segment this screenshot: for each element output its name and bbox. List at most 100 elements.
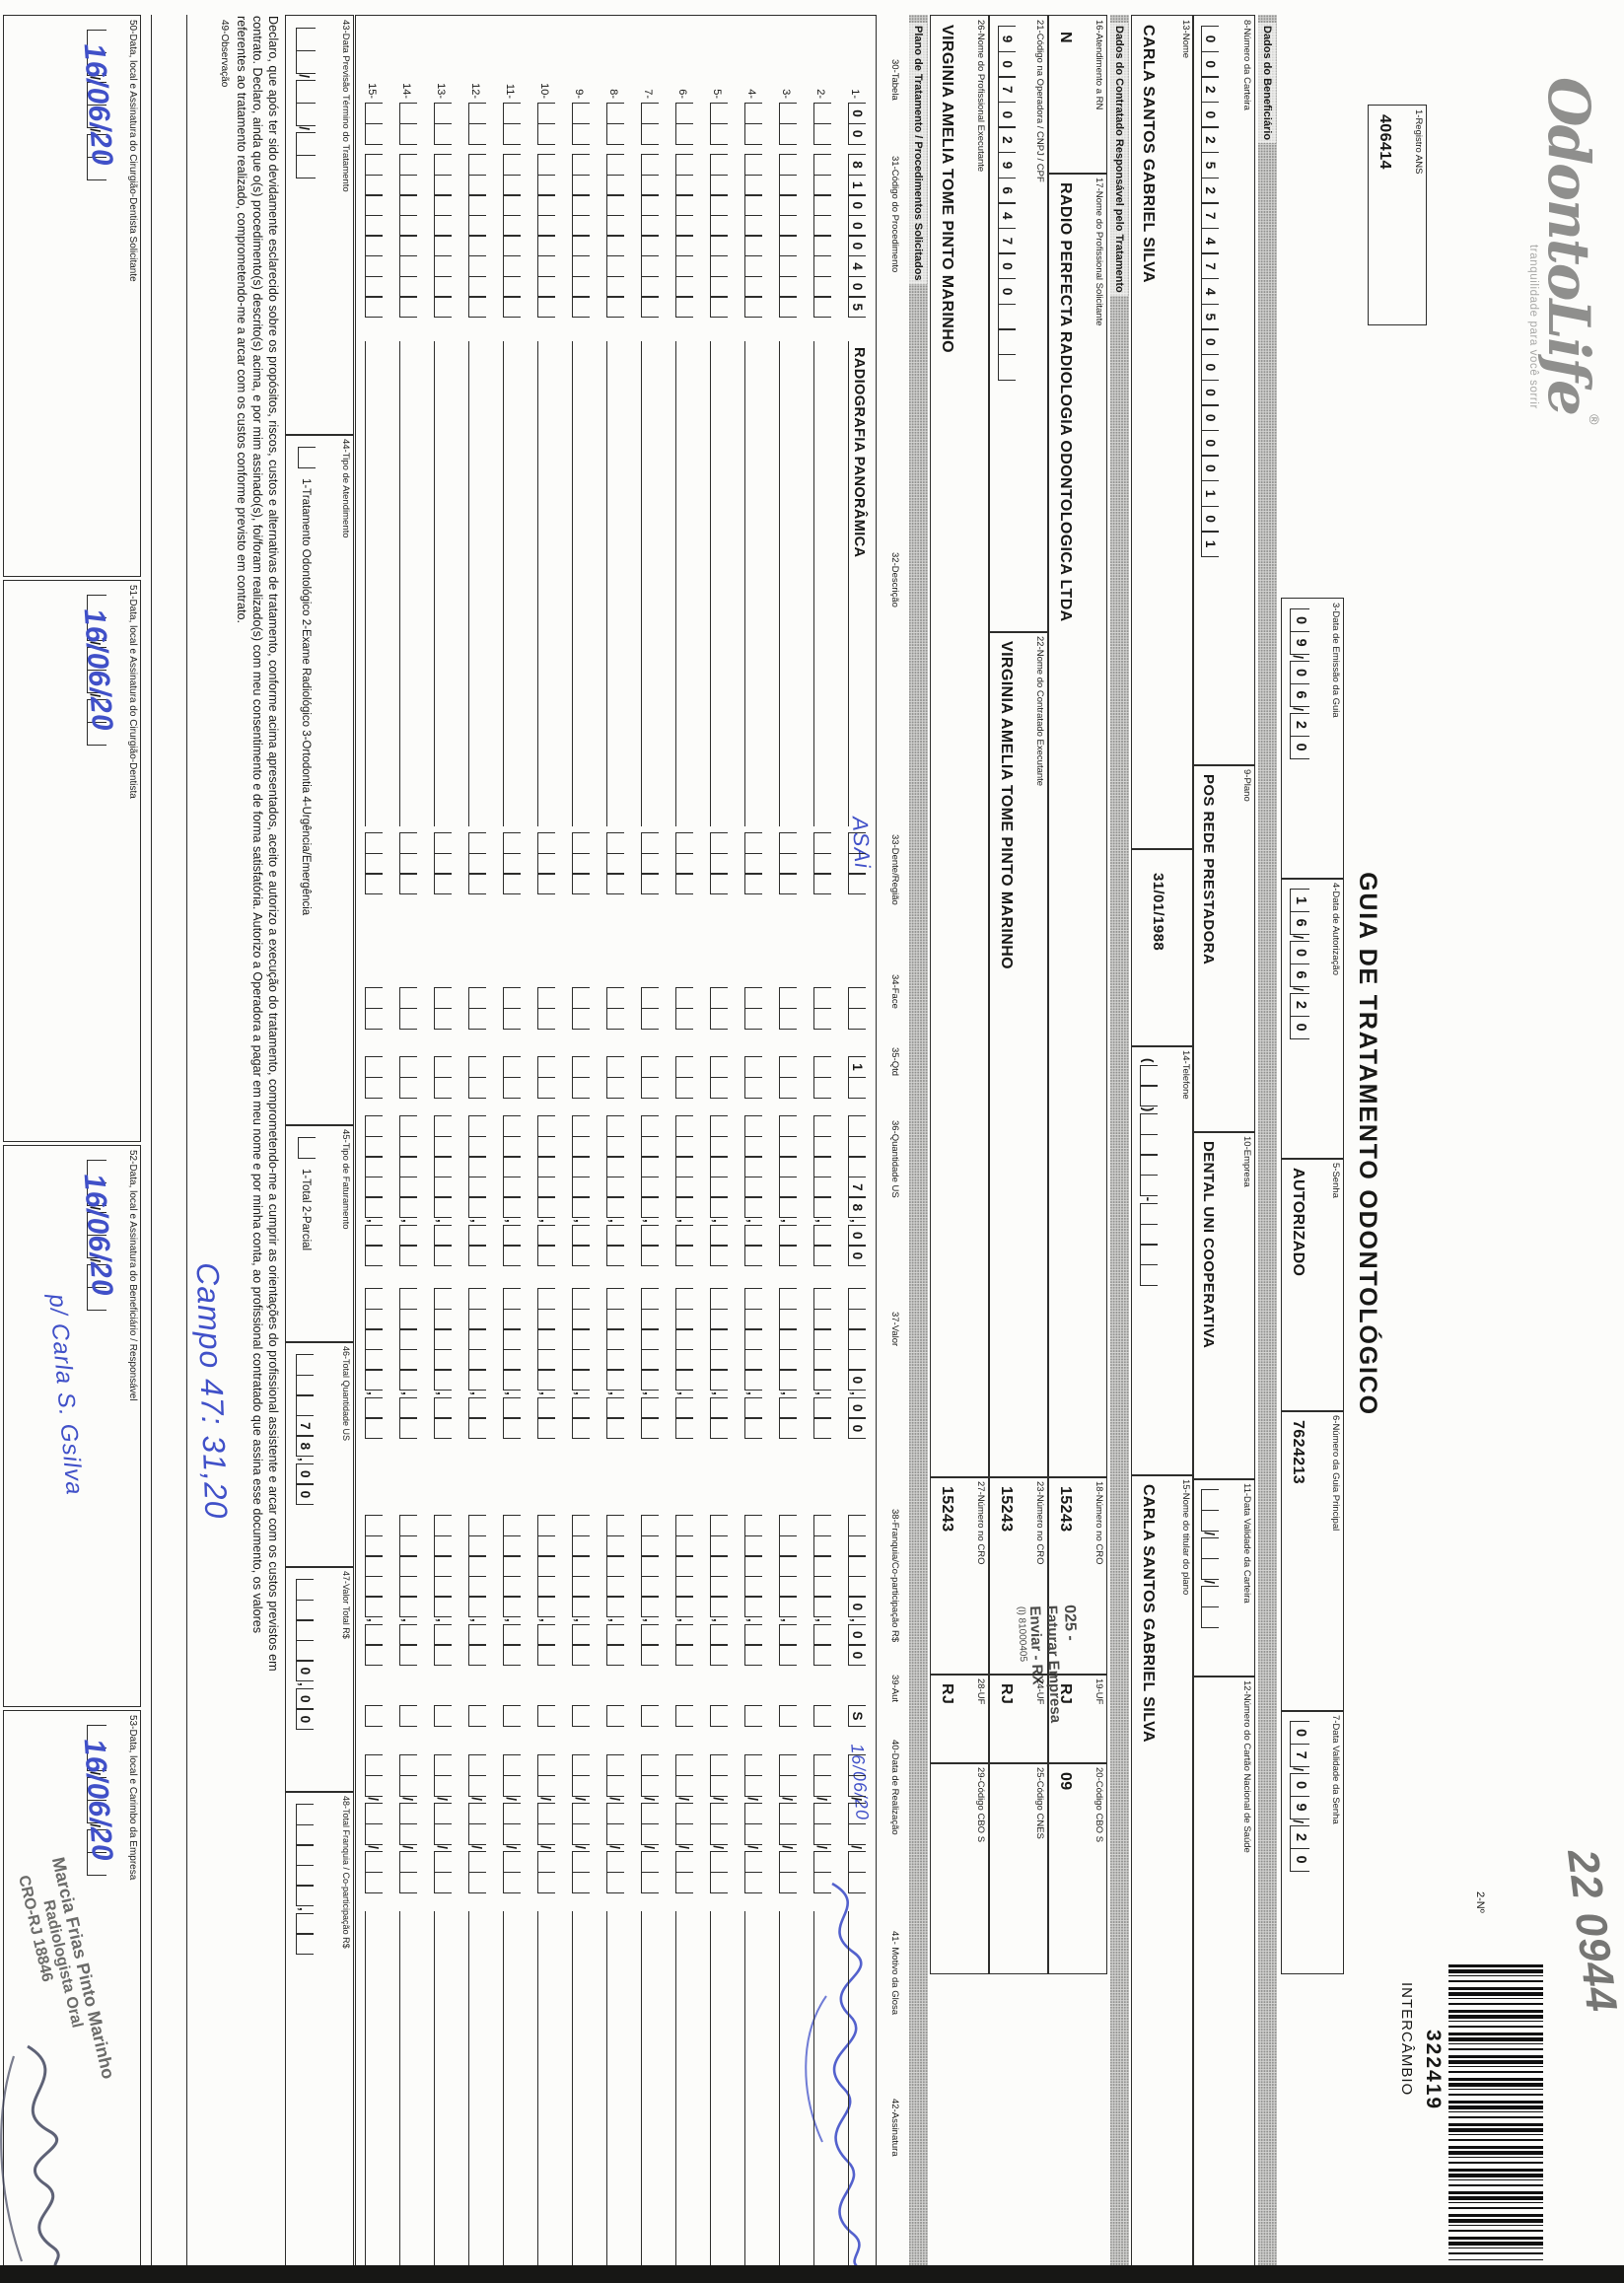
aut-cell: [675, 1705, 693, 1727]
tabela-cells: [503, 103, 521, 145]
nome-beneficiario-value: CARLA SANTOS GABRIEL SILVA: [1140, 25, 1157, 283]
aut-cell: [606, 1705, 624, 1727]
numero-label: 2-Nº: [1474, 1891, 1486, 1913]
titular-box: 15-Nome do titular do plano CARLA SANTOS…: [1131, 1474, 1194, 2270]
dente-cells: [572, 832, 590, 895]
us-cells: ,: [537, 1115, 555, 1267]
face-cells: [434, 987, 452, 1030]
senha-label: 5-Senha: [1330, 1163, 1341, 1198]
titular-value: CARLA SANTOS GABRIEL SILVA: [1140, 1484, 1157, 1743]
qtd-cells: [675, 1056, 693, 1099]
valor-cells: ,: [606, 1288, 624, 1440]
header-assinatura: 42-Assinatura: [889, 2099, 900, 2157]
aut-cell: [744, 1705, 762, 1727]
cns-label: 12-Número do Cartão Nacional de Saúde: [1241, 1680, 1252, 1853]
franquia-cells: ,: [572, 1515, 590, 1667]
table-row: 6-,,, / /: [669, 16, 703, 2267]
us-cells: ,: [641, 1115, 659, 1267]
assinatura-line: [537, 1911, 539, 2266]
senha-value: AUTORIZADO: [1290, 1168, 1306, 1277]
assinatura-line: [434, 1911, 436, 2266]
logo-registered-mark: ®: [1587, 414, 1602, 425]
total-franquia-cells: ,: [296, 1804, 314, 1956]
assinatura-beneficiario-name-handwriting: p/ Carla S. Gsilva: [43, 1293, 88, 1497]
nome-beneficiario-box: 13-Nome CARLA SANTOS GABRIEL SILVA: [1131, 15, 1194, 850]
table-row: 12-,,, / /: [461, 16, 496, 2267]
section-beneficiario: Dados do Beneficiário: [1257, 15, 1277, 2268]
solicitante-label: 17-Nome do Profissional Solicitante: [1094, 178, 1104, 326]
franquia-cells: ,: [675, 1515, 693, 1667]
uf-executante-value: RJ: [998, 1683, 1015, 1705]
tabela-cells: [606, 103, 624, 145]
face-cells: [606, 987, 624, 1030]
face-cells: [365, 987, 383, 1030]
assinatura-line: [606, 1911, 608, 2266]
data-realizacao-cells: / /: [503, 1754, 521, 1893]
codigo-cells: [813, 154, 831, 319]
table-row: 8-,,, / /: [600, 16, 634, 2267]
observacao-line: [151, 15, 153, 2268]
section-tratamento: Plano de Tratamento / Procedimentos Soli…: [908, 15, 928, 2268]
nascimento-value: 31/01/1988: [1150, 873, 1166, 952]
us-cells: ,: [675, 1115, 693, 1267]
row-number: 1-: [849, 89, 861, 99]
declaration-line3: referentes ao tratamento realizado, comp…: [235, 16, 248, 623]
descricao-line: [537, 341, 539, 826]
aut-cell: [813, 1705, 831, 1727]
cro-profissional-box: 27-Número no CRO 15243: [930, 1476, 989, 1676]
uf-executante-box: 24-UF RJ: [989, 1674, 1048, 1764]
previsao-cells: / /: [296, 28, 316, 178]
descricao-line: [434, 341, 436, 826]
descricao-line: [572, 341, 574, 826]
uf-executante-label: 24-UF: [1034, 1678, 1045, 1705]
cbo-profissional-box: 29-Código CBO S: [930, 1762, 989, 1974]
data-realizacao-cells: / /: [572, 1754, 590, 1893]
face-cells: [572, 987, 590, 1030]
dente-cells: [606, 832, 624, 895]
assinatura-cd-solicitante-handwriting: 16/06/20: [77, 41, 119, 168]
us-cells: ,: [572, 1115, 590, 1267]
us-cells: ,: [468, 1115, 486, 1267]
header-descricao: 32-Descrição: [889, 552, 900, 607]
assinatura-line: [365, 1911, 367, 2266]
valor-cells: ,: [779, 1288, 797, 1440]
plano-value: POS REDE PRESTADORA: [1200, 774, 1217, 965]
assinatura-cd-handwriting: 16/06/20: [77, 606, 119, 733]
row-number: 2-: [814, 89, 826, 99]
descricao-value: RADIOGRAFIA PANORÂMICA: [851, 347, 867, 558]
header-tabela: 30-Tabela: [889, 59, 900, 101]
data-realizacao-cells: / /: [744, 1754, 762, 1893]
us-cells: ,: [606, 1115, 624, 1267]
codigo-cells: [572, 154, 590, 319]
assinatura-line: [710, 1911, 712, 2266]
header-codigo: 31-Código do Procedimento: [889, 156, 900, 273]
dente-cells: [641, 832, 659, 895]
franquia-cells: ,: [468, 1515, 486, 1667]
plano-label: 9-Plano: [1241, 769, 1252, 802]
data-realizacao-cells: / /: [848, 1754, 866, 1893]
tipo-faturamento-label: 45-Tipo de Faturamento: [340, 1129, 351, 1230]
row1-signature-scrawl: [805, 1882, 863, 2270]
section-beneficiario-label: Dados do Beneficiário: [1257, 23, 1276, 144]
solicitante-value: RADIO PERFECTA RADIOLOGIA ODONTOLOGICA L…: [1057, 182, 1074, 622]
data-realizacao-cells: / /: [641, 1754, 659, 1893]
franquia-cells: ,: [813, 1515, 831, 1667]
data-realizacao-cells: / /: [813, 1754, 831, 1893]
cbo-solicitante-value: 09: [1057, 1772, 1074, 1791]
tipo-faturamento-box: 45-Tipo de Faturamento 1-Total 2-Parcial: [285, 1124, 354, 1343]
tipo-atendimento-box: 44-Tipo de Atendimento 1-Tratamento Odon…: [285, 434, 354, 1126]
cro-executante-label: 23-Número no CRO: [1034, 1481, 1045, 1565]
assinatura-cd-box: 51-Data, local e Assinatura do Cirurgião…: [3, 580, 141, 1142]
tabela-cells: [641, 103, 659, 145]
data-realizacao-cells: / /: [365, 1754, 383, 1893]
face-cells: [503, 987, 521, 1030]
valor-cells: ,: [537, 1288, 555, 1440]
row-number: 12-: [469, 83, 481, 99]
assinatura-line: [779, 1911, 781, 2266]
table-row: 9-,,, / /: [565, 16, 600, 2267]
valor-cells: ,: [641, 1288, 659, 1440]
tabela-cells: [813, 103, 831, 145]
empresa-box: 10-Empresa DENTAL UNI COOPERATIVA: [1192, 1131, 1255, 1480]
